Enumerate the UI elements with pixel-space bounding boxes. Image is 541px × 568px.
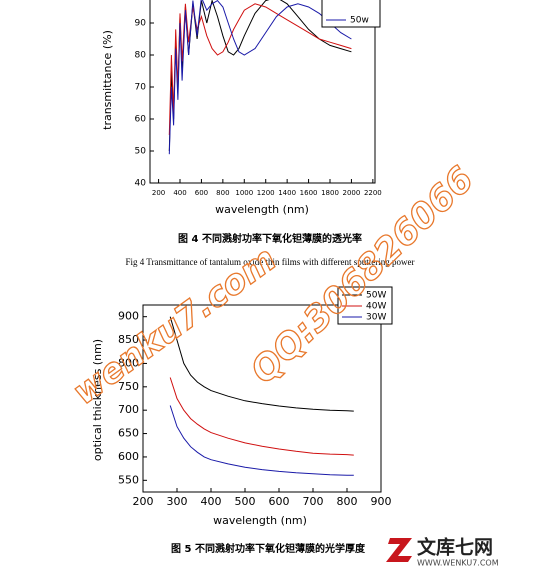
y-tick-label: 650 bbox=[118, 427, 139, 440]
legend-box bbox=[321, 0, 381, 28]
x-tick-label: 200 bbox=[133, 495, 154, 508]
y-tick-label: 900 bbox=[118, 310, 139, 323]
caption: 图 5 不同溅射功率下氧化钽薄膜的光学厚度 bbox=[171, 542, 366, 555]
chart: 550 600 650 700 750 800 850 900 200 300 400 500 600 7… bbox=[118, 286, 393, 508]
x-tick-label: 2200 bbox=[364, 189, 382, 197]
y-tick-label: 60 bbox=[135, 115, 147, 125]
plot-frame bbox=[142, 304, 382, 493]
legend-label: 50W bbox=[366, 291, 386, 301]
legend-box bbox=[337, 286, 393, 325]
x-tick-label: 600 bbox=[269, 495, 290, 508]
x-tick-label: 200 bbox=[152, 189, 165, 197]
y-tick-label: 600 bbox=[118, 450, 139, 463]
series-line bbox=[168, 0, 352, 155]
logo-url: WWW.WENKU7.COM bbox=[417, 559, 499, 568]
y-tick-label: 50 bbox=[135, 147, 147, 157]
x-tick-label: 1400 bbox=[278, 189, 296, 197]
x-tick-label: 400 bbox=[201, 495, 222, 508]
y-tick-label: 700 bbox=[118, 403, 139, 416]
y-tick-label: 80 bbox=[135, 51, 147, 61]
y-tick-label: 750 bbox=[118, 380, 139, 393]
x-tick-label: 800 bbox=[216, 189, 229, 197]
logo-name: 文库七网 bbox=[417, 536, 493, 559]
caption: 图 4 不同溅射功率下氧化钽薄膜的透光率 bbox=[178, 232, 362, 245]
x-tick-label: 2000 bbox=[343, 189, 361, 197]
chart: 40 50 60 70 80 90 200 400 600 800 1000 1200 1400 1600… bbox=[135, 0, 382, 197]
x-tick-label: 400 bbox=[173, 189, 186, 197]
series-line bbox=[169, 405, 354, 476]
x-tick-label: 1200 bbox=[257, 189, 275, 197]
x-axis-label: wavelength (nm) bbox=[213, 514, 307, 527]
series-line bbox=[169, 377, 354, 456]
x-axis-label: wavelength (nm) bbox=[215, 203, 309, 216]
x-tick-label: 600 bbox=[195, 189, 208, 197]
legend-label: 50w bbox=[350, 16, 369, 26]
charts: 40 50 60 70 80 90 200 400 600 800 1000 1200 1400 1600… bbox=[118, 0, 393, 508]
x-tick-label: 700 bbox=[303, 495, 324, 508]
y-axis-label: transmittance (%) bbox=[101, 30, 114, 130]
logo-icon bbox=[386, 538, 412, 562]
series-line bbox=[169, 316, 354, 412]
x-tick-label: 1800 bbox=[321, 189, 339, 197]
x-tick-label: 500 bbox=[235, 495, 256, 508]
legend-label: 40W bbox=[366, 302, 386, 312]
x-tick-label: 1000 bbox=[235, 189, 253, 197]
y-tick-label: 90 bbox=[135, 19, 147, 29]
legend-label: 30W bbox=[366, 313, 386, 323]
y-tick-label: 850 bbox=[118, 333, 139, 346]
caption-en: Fig 4 Transmittance of tantalum oxide th… bbox=[125, 257, 414, 267]
y-tick-label: 800 bbox=[118, 356, 139, 369]
x-tick-label: 900 bbox=[371, 495, 392, 508]
y-tick-label: 40 bbox=[135, 179, 147, 189]
x-tick-label: 800 bbox=[337, 495, 358, 508]
x-tick-label: 1600 bbox=[300, 189, 318, 197]
y-tick-label: 70 bbox=[135, 83, 147, 93]
y-axis-label: optical thickness (nm) bbox=[91, 339, 104, 461]
y-tick-label: 550 bbox=[118, 473, 139, 486]
x-tick-label: 300 bbox=[167, 495, 188, 508]
